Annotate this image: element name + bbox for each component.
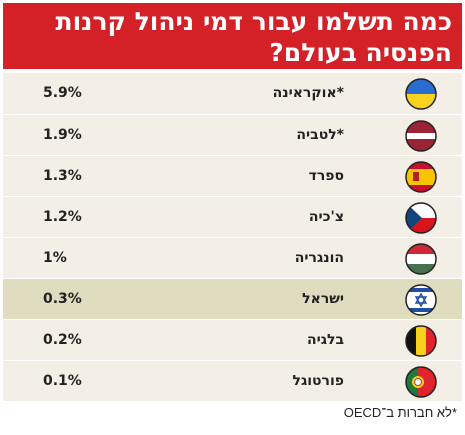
value-label: 5.9% [43, 85, 82, 101]
country-label: צ'כיה [308, 209, 344, 225]
country-label: פורטוגל [292, 373, 344, 389]
value-label: 1.9% [43, 127, 82, 143]
country-label: ספרד [308, 168, 344, 184]
belgium-flag-icon [405, 325, 437, 357]
value-label: 1.2% [43, 209, 82, 225]
value-label: 0.3% [43, 291, 82, 307]
table-row: 1% הונגריה [3, 237, 462, 278]
portugal-flag-icon [405, 366, 437, 398]
latvia-flag-icon [405, 120, 437, 152]
ukraine-flag-icon [405, 78, 437, 110]
hungary-flag-icon [405, 243, 437, 275]
title-line-2: הפנסיה בעולם? [269, 38, 452, 67]
fees-table: 5.9% *אוקראינה 1.9% *לטביה 1.3% ספרד 1.2% צ'כיה… [3, 73, 462, 401]
value-label: 0.1% [43, 373, 82, 389]
table-row: 1.2% צ'כיה [3, 196, 462, 237]
chart-title: כמה תשלמו עבור דמי ניהול קרנות הפנסיה בע… [3, 3, 462, 69]
value-label: 0.2% [43, 332, 82, 348]
israel-flag-icon [405, 284, 437, 316]
country-label: ישראל [302, 291, 344, 307]
table-row: 5.9% *אוקראינה [3, 73, 462, 114]
country-label: *לטביה [296, 127, 344, 143]
table-row: 0.2% בלגיה [3, 319, 462, 360]
title-line-1: כמה תשלמו עבור דמי ניהול קרנות [55, 7, 452, 36]
table-row: 0.1% פורטוגל [3, 360, 462, 401]
country-label: הונגריה [294, 250, 344, 266]
spain-flag-icon [405, 161, 437, 193]
table-row: 1.9% *לטביה [3, 114, 462, 155]
table-row: 1.3% ספרד [3, 155, 462, 196]
value-label: 1.3% [43, 168, 82, 184]
country-label: בלגיה [306, 332, 344, 348]
table-row: 0.3% ישראל [3, 278, 462, 319]
czech-flag-icon [405, 202, 437, 234]
footnote: *לא חברות ב־OECD [343, 405, 457, 420]
country-label: *אוקראינה [272, 85, 344, 101]
value-label: 1% [43, 250, 67, 266]
